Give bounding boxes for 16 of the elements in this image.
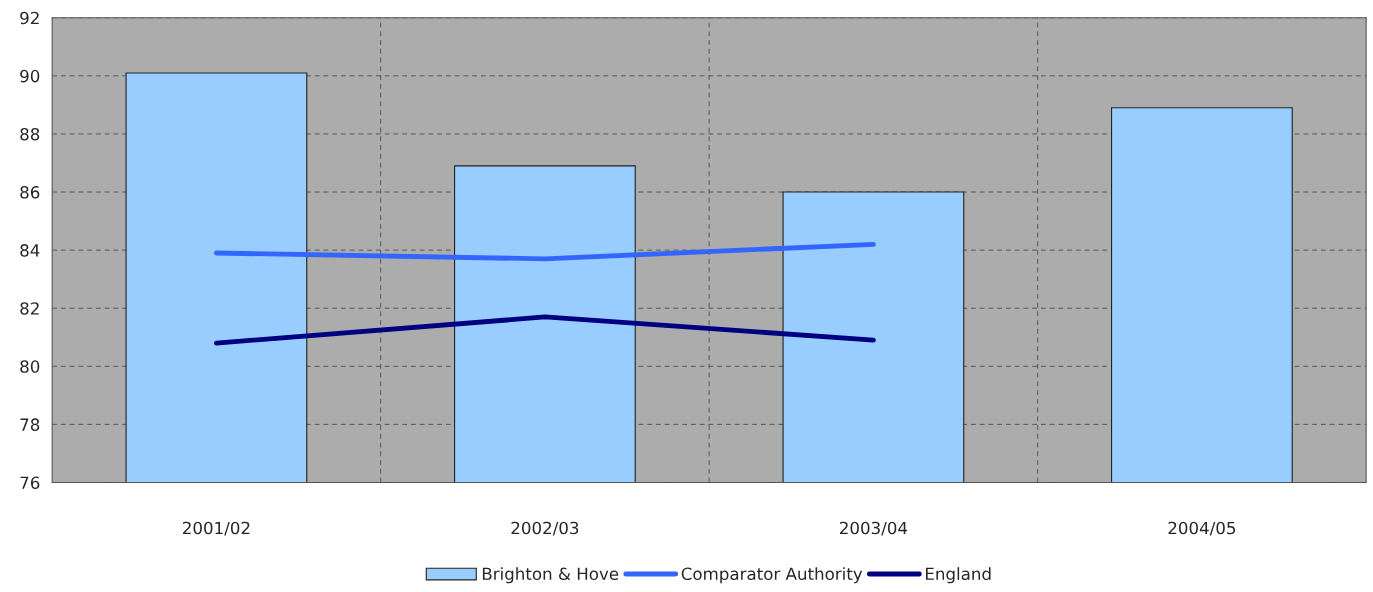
y-tick-label: 82 xyxy=(20,302,39,315)
y-tick-label: 76 xyxy=(20,476,40,490)
legend-label: England xyxy=(926,567,991,584)
legend-label: Comparator Authority xyxy=(681,567,863,584)
legend-label: Brighton & Hove xyxy=(482,567,619,584)
x-tick-label: 2004/05 xyxy=(1168,521,1236,536)
y-tick-label: 88 xyxy=(20,127,40,141)
y-tick-label: 86 xyxy=(20,185,40,199)
y-tick-label: 92 xyxy=(20,11,39,25)
y-tick-label: 90 xyxy=(20,69,40,83)
y-tick-label: 80 xyxy=(20,360,40,373)
y-tick-label: 84 xyxy=(20,244,40,257)
x-tick-label: 2001/02 xyxy=(183,521,250,536)
y-tick-label: 78 xyxy=(20,418,40,431)
x-tick-label: 2002/03 xyxy=(511,521,579,536)
x-tick-label: 2003/04 xyxy=(840,521,908,536)
